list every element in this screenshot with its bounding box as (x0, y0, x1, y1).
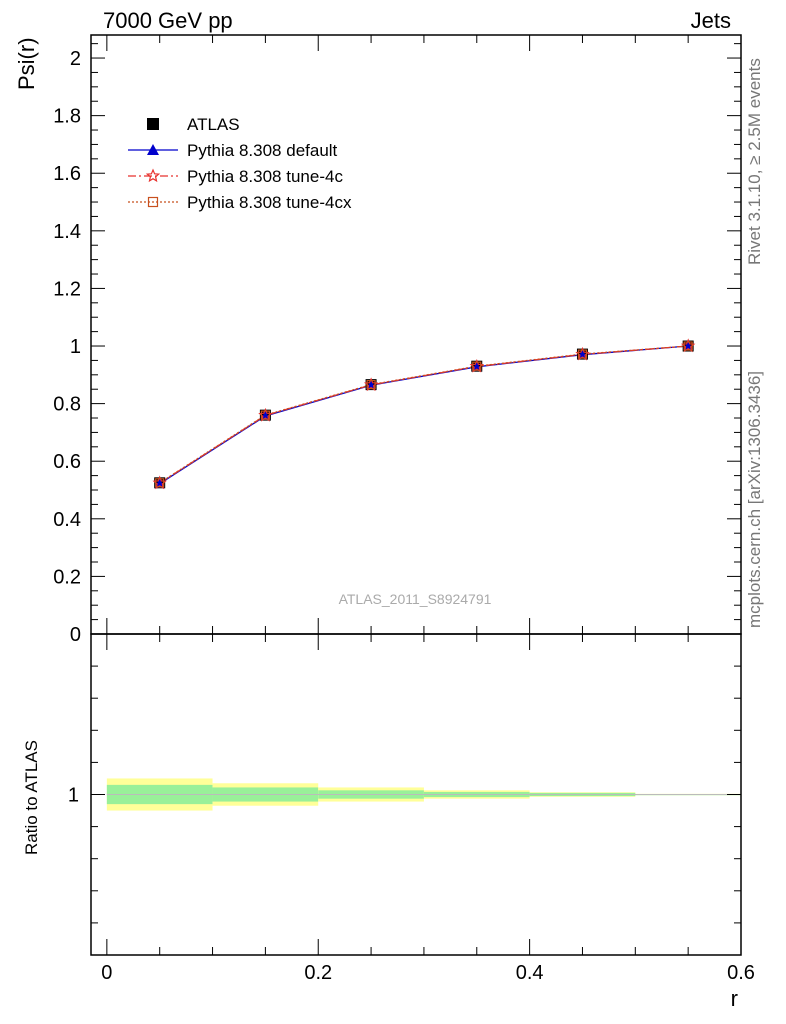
analysis-watermark: ATLAS_2011_S8924791 (339, 591, 492, 607)
legend-marker-atlas (147, 118, 159, 130)
y-tick-label: 0.6 (53, 451, 81, 473)
energy-label: 7000 GeV pp (103, 8, 233, 33)
legend-marker-default (147, 144, 159, 155)
y-tick-label: 0 (70, 624, 81, 646)
tune4cx-marker (577, 349, 588, 359)
x-tick-label: 0.4 (516, 962, 544, 984)
y-tick-label: 1.4 (53, 221, 81, 243)
x-tick-label: 0.6 (727, 962, 755, 984)
y-tick-label: 0.8 (53, 394, 81, 416)
ratio-y-axis-title: Ratio to ATLAS (22, 740, 41, 855)
x-tick-label: 0 (101, 962, 112, 984)
y-tick-label: 1.8 (53, 106, 81, 128)
series-line-2 (159, 345, 689, 484)
process-label: Jets (690, 8, 731, 33)
legend-label: Pythia 8.308 tune-4cx (187, 193, 352, 212)
y-tick-label: 2 (70, 48, 81, 70)
y-tick-label: 1.2 (53, 278, 81, 300)
x-tick-label: 0.2 (304, 962, 332, 984)
series-line-1 (159, 345, 689, 485)
legend-marker-tune4cx (147, 196, 159, 208)
y-tick-label: 1 (70, 336, 81, 358)
y-axis-title: Psi(r) (14, 37, 39, 90)
legend-label: Pythia 8.308 tune-4c (187, 167, 343, 186)
legend-label: Pythia 8.308 default (187, 141, 338, 160)
y-tick-label: 0.4 (53, 509, 81, 531)
tune4cx-marker (155, 478, 165, 488)
ratio-y-tick-label: 1 (68, 785, 79, 807)
tune4cx-marker (683, 341, 693, 351)
y-tick-label: 0.2 (53, 566, 81, 588)
legend-marker-tune4c (145, 168, 161, 183)
tune4cx-marker (260, 410, 270, 420)
legend-label: ATLAS (187, 115, 240, 134)
series-line-3 (159, 345, 689, 484)
x-axis-title: r (731, 986, 738, 1011)
y-tick-label: 1.6 (53, 163, 81, 185)
tune4cx-marker (472, 361, 482, 371)
tune4cx-marker (366, 380, 376, 390)
